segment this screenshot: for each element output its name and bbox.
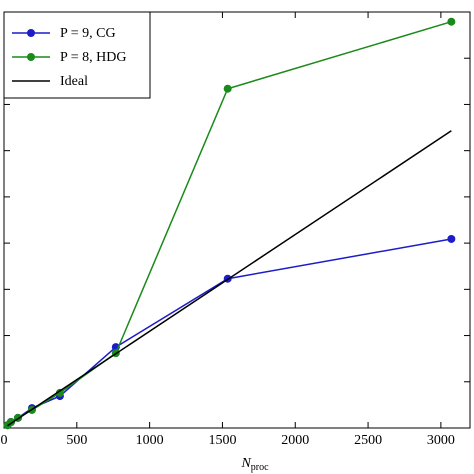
- x-tick-label: 1500: [208, 433, 236, 448]
- x-axis-label: Nproc: [240, 456, 269, 473]
- x-label-sub: proc: [251, 462, 269, 473]
- series-line: [6, 238, 452, 426]
- legend-label: P = 8, HDG: [60, 50, 127, 65]
- legend-marker: [27, 29, 35, 37]
- x-tick-label: 2000: [281, 433, 309, 448]
- x-label-main: N: [240, 456, 251, 471]
- series-line: [7, 130, 452, 427]
- plot-frame: [3, 11, 471, 429]
- data-point: [447, 17, 456, 26]
- data-point: [447, 234, 456, 243]
- x-tick-label: 1000: [136, 433, 164, 448]
- data-point: [55, 388, 64, 397]
- data-point: [223, 84, 232, 93]
- x-tick-label: 0: [1, 433, 8, 448]
- x-tick-label: 500: [66, 433, 87, 448]
- legend-label: P = 9, CG: [60, 26, 116, 41]
- x-tick-label: 3000: [427, 433, 455, 448]
- x-tick-label: 2500: [354, 433, 382, 448]
- legend-marker: [27, 53, 35, 61]
- legend: P = 9, CG P = 8, HDG Ideal: [3, 11, 151, 99]
- legend-label: Ideal: [60, 74, 88, 89]
